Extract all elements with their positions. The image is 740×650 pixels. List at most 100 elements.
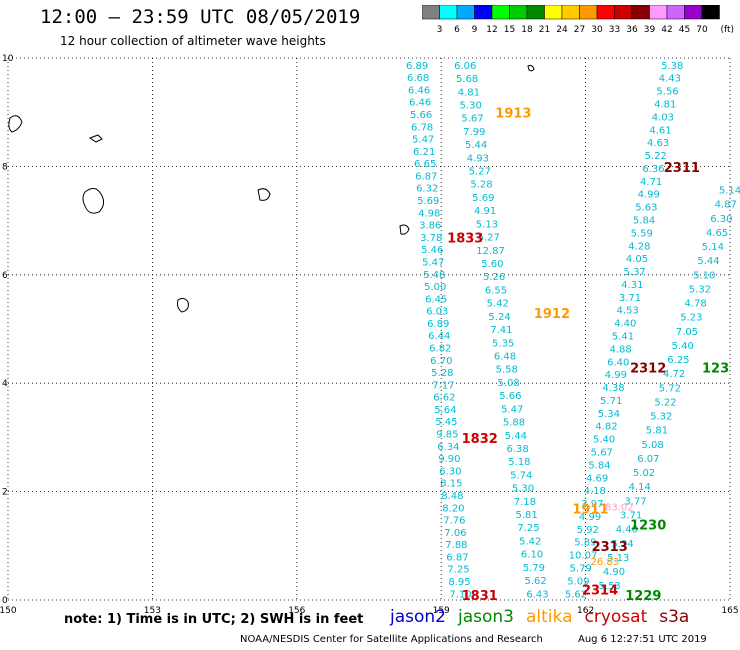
wave-height-value: 5.88 [503,418,525,429]
wave-height-value: 5.66 [499,391,521,402]
wave-height-value: 5.89 [574,538,596,549]
coastline [177,297,189,313]
wave-height-value: 7.17 [432,380,454,391]
coastline [82,188,105,214]
wave-height-value: 5.47 [422,257,444,268]
wave-height-value: 6.89 [406,61,428,72]
page-title: 12:00 – 23:59 UTC 08/05/2019 [40,6,361,28]
wave-height-value: 6.10 [521,550,543,561]
wave-height-value: 5.68 [456,74,478,85]
x-tick-label: 165 [721,606,738,616]
wave-height-value: 5.44 [697,256,719,267]
wave-height-value: 26.83 [591,557,620,568]
page-subtitle: 12 hour collection of altimeter wave hei… [60,34,326,48]
satellite-legend: jason2 jason3 altika cryosat s3a [390,607,701,627]
wave-height-value: 5.08 [642,440,664,451]
colorbar-tick-label: 45 [679,25,690,35]
wave-height-value: 5.10 [693,270,715,281]
wave-height-value: 6.21 [413,147,435,158]
colorbar-tick-label: 39 [644,25,656,35]
colorbar-tick-label: 70 [696,25,708,35]
wave-height-value: 5.67 [461,114,483,125]
wave-height-value: 5.48 [423,270,445,281]
wave-height-value: 5.62 [565,589,587,600]
wave-height-value: 4.14 [629,482,651,493]
coastline [399,224,410,235]
wave-height-value: 6.36 [642,164,664,175]
wave-height-value: 7.06 [444,528,466,539]
wave-height-value: 4.99 [579,512,601,523]
wave-height-value: 4.43 [659,74,681,85]
wave-height-value: 4.38 [602,383,624,394]
wave-height-value: 5.40 [593,435,615,446]
satellite-legend-entry: altika [526,607,573,627]
wave-height-value: 5.30 [460,100,482,111]
wave-height-value: 5.35 [492,338,514,349]
wave-height-value: 5.72 [659,383,681,394]
y-tick-label: 8 [2,162,8,172]
colorbar-tick-label: 6 [454,25,460,35]
wave-height-value: 4.78 [684,299,706,310]
wave-height-value: 5.22 [645,151,667,162]
wave-height-value: 6.82 [429,343,451,354]
satellite-legend-entry: jason2 [390,607,446,627]
wave-height-value: 4.88 [609,344,631,355]
wave-height-value: 5.60 [481,259,503,270]
wave-height-value: 5.64 [434,405,456,416]
color-legend: 3 6 9 12 15 18 21 24 27 30 33 36 39 42 45 70 (ft) [422,5,734,35]
wave-height-value: 4.99 [638,190,660,201]
wave-height-value: 6.46 [408,85,430,96]
colorbar-tick-label: 15 [504,25,515,35]
wave-height-value: 5.27 [469,167,491,178]
colorbar-unit: (ft) [720,25,734,35]
wave-height-value: 7.25 [517,523,539,534]
pass-time-label: 1913 [495,107,531,122]
wave-height-value: 8.20 [442,503,464,514]
wave-height-value: 4.98 [418,208,440,219]
wave-height-value: 12.87 [476,246,505,257]
pass-time-label: 1833 [447,231,483,246]
wave-height-value: 5.28 [470,180,492,191]
wave-height-value: 8.95 [448,577,470,588]
wave-height-value: 5.22 [654,397,676,408]
wave-height-value: 5.02 [633,468,655,479]
colorbar-tick-label: 21 [539,25,550,35]
satellite-legend-entry: jason3 [458,607,514,627]
pass-time-label: 1230 [630,519,666,534]
wave-height-value: 6.65 [414,159,436,170]
wave-height-value: 6.68 [407,73,429,84]
colorbar-tick-label: 3 [437,25,443,35]
wave-height-value: 3.86 [419,221,441,232]
wave-height-value: 4.03 [652,112,674,123]
wave-height-value: 6.43 [526,589,548,600]
wave-height-value: 6.89 [427,319,449,330]
wave-height-value: 5.42 [519,536,541,547]
satellite-legend-entry: cryosat [584,607,648,627]
wave-height-value: 6.03 [426,307,448,318]
wave-height-value: 5.59 [631,228,653,239]
wave-height-value: 4.91 [474,206,496,217]
wave-height-value: 6.34 [437,442,459,453]
colorbar-tick-label: 9 [472,25,478,35]
wave-height-value: 7.18 [514,497,536,508]
satellite-legend-entry: s3a [659,607,690,627]
x-tick-label: 162 [577,606,594,616]
coastline [527,64,535,72]
pass-time-label: 1229 [625,589,661,604]
wave-height-value: 5.81 [646,426,668,437]
wave-height-value: 6.70 [430,356,452,367]
wave-height-value: 5.13 [476,219,498,230]
y-tick-label: 4 [2,379,8,389]
wave-height-value: 3.78 [420,233,442,244]
wave-height-value: 6.38 [506,444,528,455]
wave-height-value: 5.63 [635,203,657,214]
wave-height-value: 5.18 [508,457,530,468]
wave-height-value: 5.34 [598,409,620,420]
footnote: note: 1) Time is in UTC; 2) SWH is in fe… [64,612,364,627]
colorbar-tick-label: 30 [591,25,603,35]
pass-time-label: 1912 [534,307,570,322]
wave-height-value: 4.40 [616,525,638,536]
wave-height-value: 5.40 [672,341,694,352]
wave-height-value: 4.61 [649,125,671,136]
